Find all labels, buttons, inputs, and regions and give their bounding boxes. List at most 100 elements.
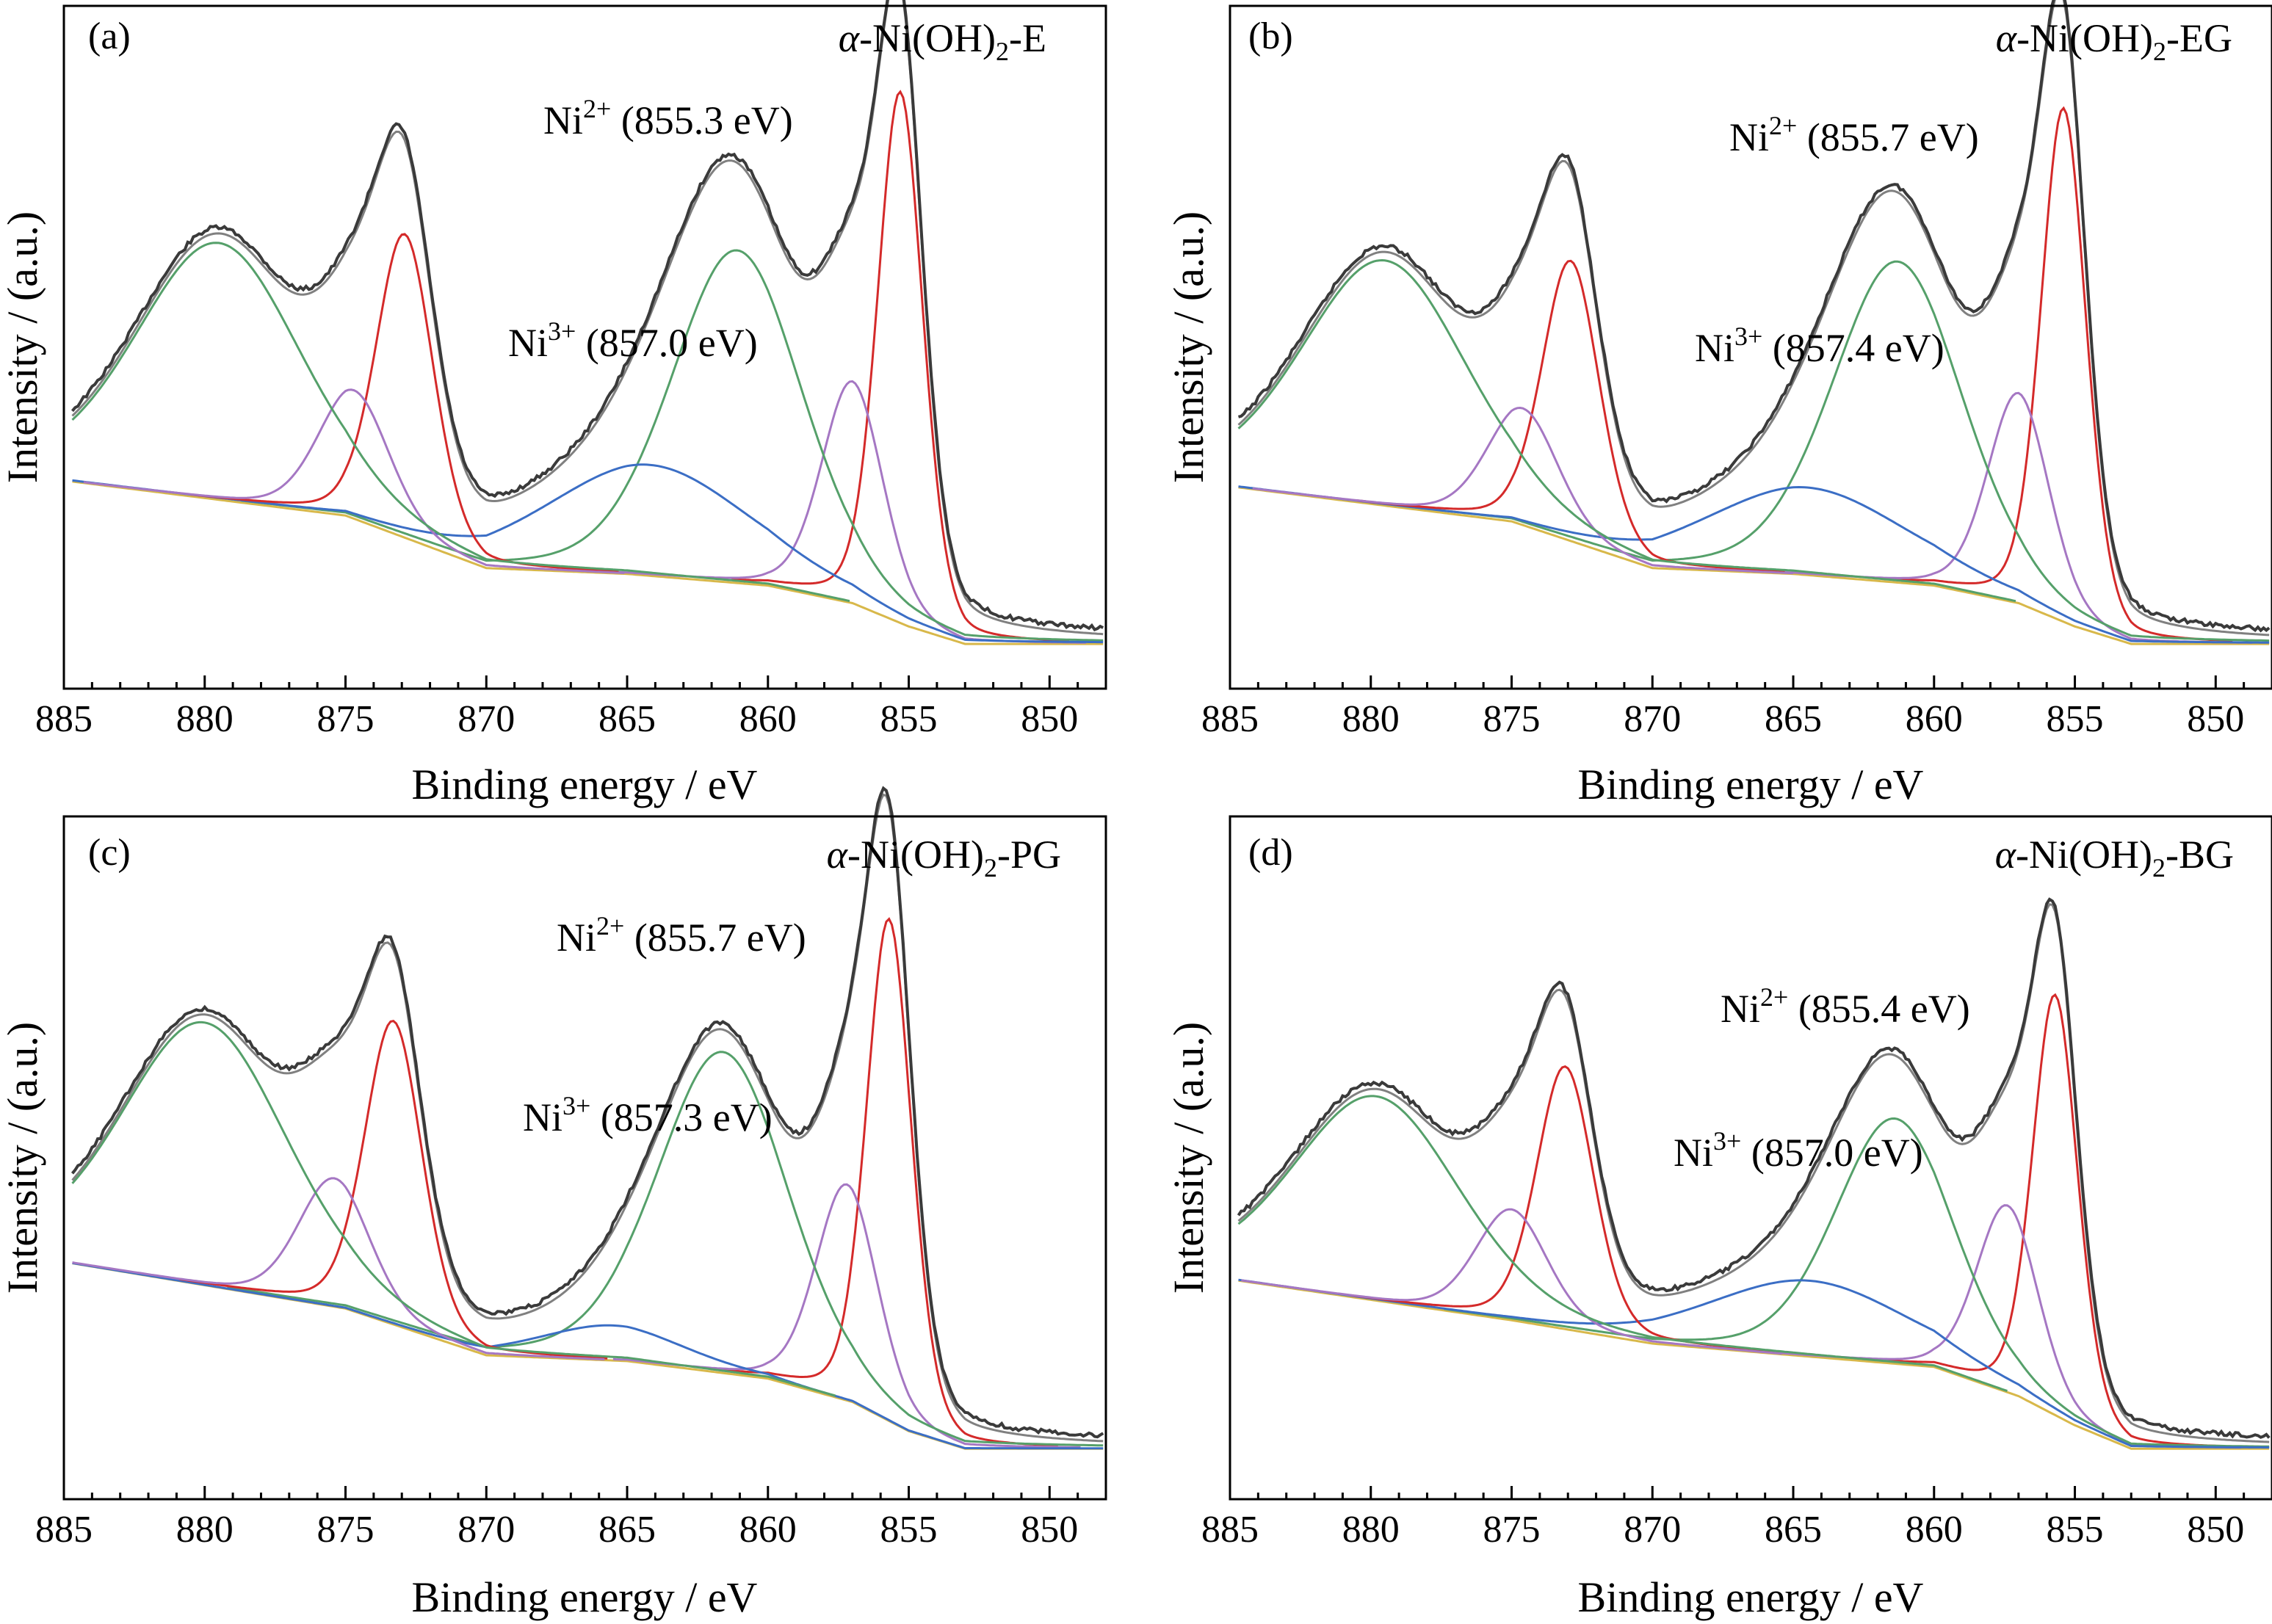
- x-axis-label-b: Binding energy / eV: [1578, 761, 1924, 808]
- panel-b: 885 880 875 870 865 860 855 850 (b) α-Ni(OH)2-E…: [1165, 0, 2272, 808]
- component-curve-d-4: [1350, 1065, 1780, 1354]
- x-tick-label-b: 885: [1201, 698, 1259, 740]
- x-tick-label-c: 850: [1021, 1509, 1078, 1551]
- x-tick-label-b: 875: [1483, 698, 1541, 740]
- x-tick-label-c: 860: [739, 1509, 797, 1551]
- x-tick-label-b: 870: [1624, 698, 1681, 740]
- background-line-b: [1238, 486, 2270, 645]
- x-tick-label-c: 870: [457, 1509, 515, 1551]
- measured-spectrum-b: [1237, 0, 2271, 633]
- component-curve-d-3: [1238, 1278, 2270, 1449]
- x-axis-label-c: Binding energy / eV: [412, 1573, 758, 1621]
- component-curve-c-0: [720, 917, 1058, 1447]
- component-curve-c-1: [612, 1183, 1081, 1449]
- panel-title-d: α-Ni(OH)2-BG: [1995, 833, 2234, 882]
- panel-tag-a: (a): [88, 15, 131, 57]
- x-tick-label-c: 855: [880, 1509, 938, 1551]
- plot-layer-b: 885 880 875 870 865 860 855 850: [1201, 0, 2272, 740]
- x-tick-label-c: 880: [176, 1509, 234, 1551]
- plot-frame-d: [1229, 815, 2272, 1501]
- x-tick-label-d: 880: [1342, 1509, 1400, 1551]
- x-tick-label-b: 865: [1765, 698, 1822, 740]
- ni3-peak-label-d: Ni3+ (857.0 eV): [1674, 1126, 1923, 1175]
- plot-layer-d: 885 880 875 870 865 860 855 850: [1201, 897, 2272, 1551]
- component-curve-d-5: [1241, 1208, 1782, 1355]
- component-curve-c-4: [178, 1019, 608, 1360]
- x-tick-label-c: 885: [35, 1509, 93, 1551]
- component-curve-d-1: [1773, 1204, 2241, 1449]
- x-tick-label-d: 850: [2187, 1509, 2244, 1551]
- x-tick-label-d: 875: [1483, 1509, 1541, 1551]
- component-curve-b-3: [1238, 485, 2270, 644]
- ni2-peak-label-d: Ni2+ (855.4 eV): [1721, 982, 1970, 1031]
- component-curve-b-0: [1895, 106, 2233, 642]
- component-curve-c-2: [227, 1051, 1104, 1447]
- measured-spectrum-d: [1237, 897, 2271, 1439]
- fit-envelope-b: [1237, 0, 2270, 637]
- component-curve-a-0: [731, 90, 1070, 642]
- y-axis-label-b: Intensity / (a.u.): [1165, 211, 1212, 483]
- component-curve-a-6: [71, 242, 850, 603]
- ni3-peak-label-c: Ni3+ (857.3 eV): [523, 1091, 773, 1139]
- plot-layer-c: 885 880 875 870 865 860 855 850: [35, 786, 1107, 1551]
- x-tick-label-c: 865: [598, 1509, 656, 1551]
- x-tick-label-d: 860: [1906, 1509, 1963, 1551]
- measured-spectrum-c: [70, 786, 1104, 1439]
- x-tick-label-a: 885: [35, 698, 93, 740]
- background-line-d: [1238, 1279, 2270, 1450]
- component-curve-a-2: [241, 249, 1104, 642]
- ni3-peak-label-b: Ni3+ (857.4 eV): [1695, 322, 1944, 370]
- plot-frame-b: [1229, 4, 2272, 690]
- panel-c: 885 880 875 870 865 860 855 850 (c) α-Ni(OH)2-P…: [0, 786, 1107, 1621]
- component-curve-a-3: [72, 463, 1104, 644]
- x-tick-label-b: 860: [1906, 698, 1963, 740]
- ni2-peak-label-a: Ni2+ (855.3 eV): [543, 94, 793, 142]
- component-curve-c-5: [72, 1177, 605, 1361]
- x-tick-label-a: 870: [457, 698, 515, 740]
- x-tick-label-b: 880: [1342, 698, 1400, 740]
- x-tick-label-a: 855: [880, 698, 938, 740]
- panel-tag-c: (c): [88, 832, 131, 874]
- plot-frame-a: [62, 4, 1107, 690]
- x-axis-label-a: Binding energy / eV: [412, 761, 758, 808]
- y-axis-label-a: Intensity / (a.u.): [0, 211, 46, 483]
- panel-d: 885 880 875 870 865 860 855 850 (d) α-Ni(OH)2-B…: [1165, 815, 2272, 1621]
- measured-spectrum-a: [70, 0, 1104, 632]
- component-curve-d-6: [1237, 1095, 2008, 1393]
- component-curve-c-3: [72, 1261, 1104, 1450]
- panel-title-a: α-Ni(OH)2-E: [839, 16, 1046, 66]
- x-tick-label-d: 865: [1765, 1509, 1822, 1551]
- panel-title-c: α-Ni(OH)2-PG: [827, 833, 1061, 882]
- y-axis-label-c: Intensity / (a.u.): [0, 1022, 46, 1294]
- component-curve-b-4: [1356, 259, 1785, 573]
- component-curve-c-6: [71, 1021, 836, 1397]
- panel-tag-b: (b): [1248, 15, 1293, 57]
- component-curve-b-2: [1401, 260, 2270, 642]
- component-curve-a-5: [83, 388, 625, 574]
- x-tick-label-b: 850: [2187, 698, 2244, 740]
- component-curve-a-4: [190, 233, 619, 573]
- x-tick-label-d: 855: [2047, 1509, 2104, 1551]
- ni2-peak-label-c: Ni2+ (855.7 eV): [557, 911, 806, 960]
- x-tick-label-a: 865: [598, 698, 656, 740]
- plot-layer-a: 885 880 875 870 865 860 855 850: [35, 0, 1107, 740]
- x-axis-label-d: Binding energy / eV: [1578, 1573, 1924, 1621]
- panel-title-b: α-Ni(OH)2-EG: [1996, 16, 2232, 66]
- x-tick-label-a: 860: [739, 698, 797, 740]
- x-tick-label-a: 880: [176, 698, 234, 740]
- x-tick-label-a: 875: [317, 698, 375, 740]
- x-tick-label-d: 870: [1624, 1509, 1681, 1551]
- plot-frame-c: [62, 815, 1107, 1501]
- component-curve-b-6: [1237, 258, 2016, 603]
- component-curve-b-5: [1252, 406, 1794, 575]
- ni2-peak-label-b: Ni2+ (855.7 eV): [1729, 111, 1979, 159]
- panel-a: 885 880 875 870 865 860 855 850 (a) α-Ni(OH)2-E…: [0, 0, 1107, 808]
- x-tick-label-c: 875: [317, 1509, 375, 1551]
- x-tick-label-a: 850: [1021, 698, 1078, 740]
- component-curve-d-0: [1886, 993, 2224, 1448]
- x-tick-label-b: 855: [2047, 698, 2104, 740]
- panel-tag-d: (d): [1248, 832, 1293, 874]
- component-curve-d-2: [1444, 1117, 2270, 1448]
- y-axis-label-d: Intensity / (a.u.): [1165, 1022, 1212, 1294]
